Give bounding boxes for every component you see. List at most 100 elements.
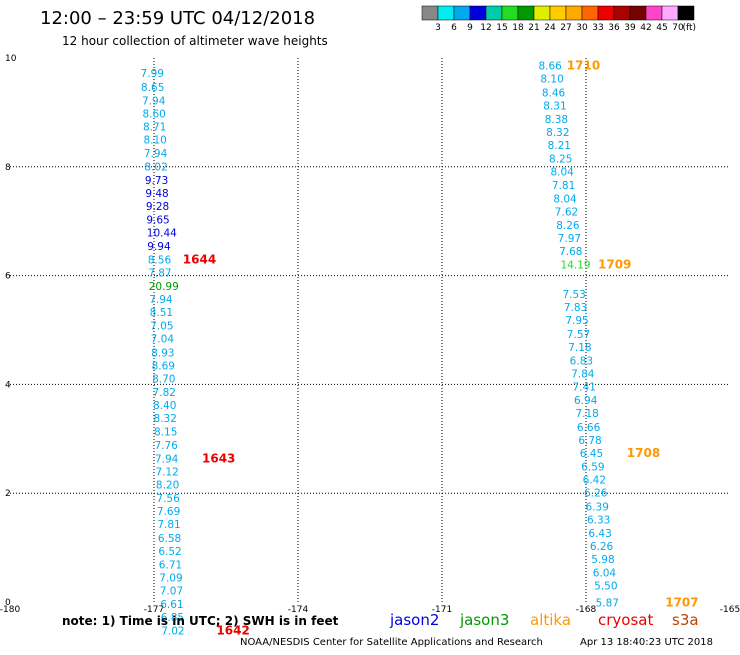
swh-data-point: 6.58: [158, 533, 181, 545]
swh-data-point: 6.78: [578, 435, 601, 447]
swh-data-point: 7.68: [559, 246, 582, 258]
color-legend: 3 6 9 12 15 18 21 24 27 30 33 36 39 42 45 70(ft): [421, 5, 696, 33]
swh-data-point: 8.32: [154, 413, 177, 425]
legend-bin-label: 18: [512, 23, 524, 33]
swh-data-point: 8.15: [154, 427, 177, 439]
swh-data-point: 6.04: [593, 568, 617, 580]
swh-data-point: 8.69: [152, 360, 175, 372]
legend-bin-label: 12: [480, 23, 491, 33]
swh-data-point: 14.19: [561, 260, 591, 272]
legend-bin-label: 21: [528, 23, 539, 33]
pass-time-label: 1708: [627, 446, 660, 460]
swh-data-point: 8.10: [540, 74, 563, 86]
swh-data-point: 7.76: [154, 440, 178, 452]
legend-swatch: [469, 5, 487, 21]
legend-swatch: [565, 5, 583, 21]
legend-swatch: [613, 5, 631, 21]
swh-data-point: 9.94: [147, 241, 171, 253]
legend-bin-label: 30: [576, 23, 588, 33]
legend-swatch: [661, 5, 679, 21]
swh-data-point: 7.56: [156, 493, 180, 505]
swh-data-point: 8.56: [148, 254, 172, 266]
legend-swatch: [597, 5, 615, 21]
swh-data-point: 8.25: [549, 154, 572, 166]
swh-data-point: 8.04: [550, 167, 574, 179]
legend-swatch: [677, 5, 695, 21]
swh-data-point: 9.28: [146, 201, 169, 213]
swh-data-point: 6.43: [588, 528, 611, 540]
swh-data-point: 8.46: [542, 87, 566, 99]
swh-data-point: 9.48: [145, 188, 168, 200]
swh-data-point: 7.97: [558, 233, 581, 245]
swh-data-point: 20.99: [149, 281, 179, 293]
swh-data-point: 5.87: [596, 598, 619, 610]
satellite-legend-entry: cryosat: [598, 611, 653, 629]
swh-data-point: 7.94: [155, 453, 179, 465]
swh-data-point: 6.26: [584, 488, 608, 500]
swh-data-point: 8.21: [548, 140, 571, 152]
swh-data-point: 7.12: [155, 466, 178, 478]
x-tick-label: -171: [432, 605, 452, 615]
y-tick-label: 0: [5, 598, 11, 608]
swh-data-point: 8.40: [153, 400, 176, 412]
legend-swatch: [549, 5, 567, 21]
swh-data-point: 8.10: [143, 135, 166, 147]
swh-data-point: 8.66: [538, 61, 562, 73]
swh-data-point: 6.26: [590, 541, 614, 553]
pass-time-label: 1707: [665, 596, 698, 610]
y-tick-label: 8: [5, 163, 11, 173]
satellite-legend-entry: jason3: [459, 611, 509, 629]
swh-data-point: 7.84: [571, 369, 595, 381]
swh-data-point: 5.98: [591, 554, 614, 566]
legend-swatch: [421, 5, 439, 21]
legend-swatch: [437, 5, 455, 21]
legend-swatch: [629, 5, 647, 21]
swh-data-point: 8.65: [141, 82, 164, 94]
swh-data-point: 6.33: [587, 514, 610, 526]
legend-swatch: [517, 5, 535, 21]
pass-time-label: 1643: [202, 451, 235, 465]
footer-note: note: 1) Time is in UTC; 2) SWH is in fe…: [62, 614, 339, 628]
legend-bin-label: 36: [608, 23, 620, 33]
swh-data-point: 8.04: [553, 193, 577, 205]
legend-bin-label: 27: [560, 23, 571, 33]
swh-data-point: 10.44: [147, 228, 177, 240]
swh-data-point: 6.39: [586, 501, 609, 513]
x-tick-label: -177: [144, 605, 164, 615]
x-tick-label: -168: [576, 605, 597, 615]
legend-bin-label: 45: [656, 23, 667, 33]
swh-data-point: 6.66: [577, 422, 601, 434]
legend-bin-label: 42: [640, 23, 651, 33]
legend-bin-label: 3: [435, 23, 441, 33]
legend-bin-label: 33: [592, 23, 603, 33]
swh-data-point: 7.41: [573, 382, 596, 394]
legend-unit: (ft): [682, 23, 696, 33]
pass-time-label: 1644: [183, 252, 216, 266]
swh-data-point: 7.94: [149, 294, 173, 306]
swh-data-point: 6.83: [570, 355, 593, 367]
swh-data-point: 7.53: [562, 289, 585, 301]
x-tick-label: -180: [0, 605, 20, 615]
y-tick-label: 6: [5, 272, 11, 282]
legend-bin-label: 70: [672, 23, 684, 33]
swh-data-point: 7.18: [575, 408, 598, 420]
legend-bin-label: 24: [544, 23, 556, 33]
data-labels: 7.998.657.948.608.718.107.948.029.739.48…: [141, 61, 619, 638]
swh-data-point: 7.95: [565, 315, 588, 327]
chart-subtitle: 12 hour collection of altimeter wave hei…: [62, 34, 328, 48]
swh-data-point: 8.26: [556, 220, 580, 232]
swh-data-point: 9.65: [146, 215, 169, 227]
swh-data-point: 8.93: [151, 347, 174, 359]
swh-data-point: 7.83: [564, 302, 587, 314]
footer-credit: NOAA/NESDIS Center for Satellite Applica…: [240, 637, 543, 648]
swh-data-point: 8.02: [144, 161, 167, 173]
legend-swatch: [533, 5, 551, 21]
swh-data-point: 8.20: [156, 479, 179, 491]
satellite-legend-entry: altika: [530, 611, 571, 629]
legend-bin-label: 6: [451, 23, 457, 33]
swh-data-point: 7.62: [555, 206, 578, 218]
swh-data-point: 8.70: [152, 373, 175, 385]
x-tick-label: -165: [720, 605, 740, 615]
